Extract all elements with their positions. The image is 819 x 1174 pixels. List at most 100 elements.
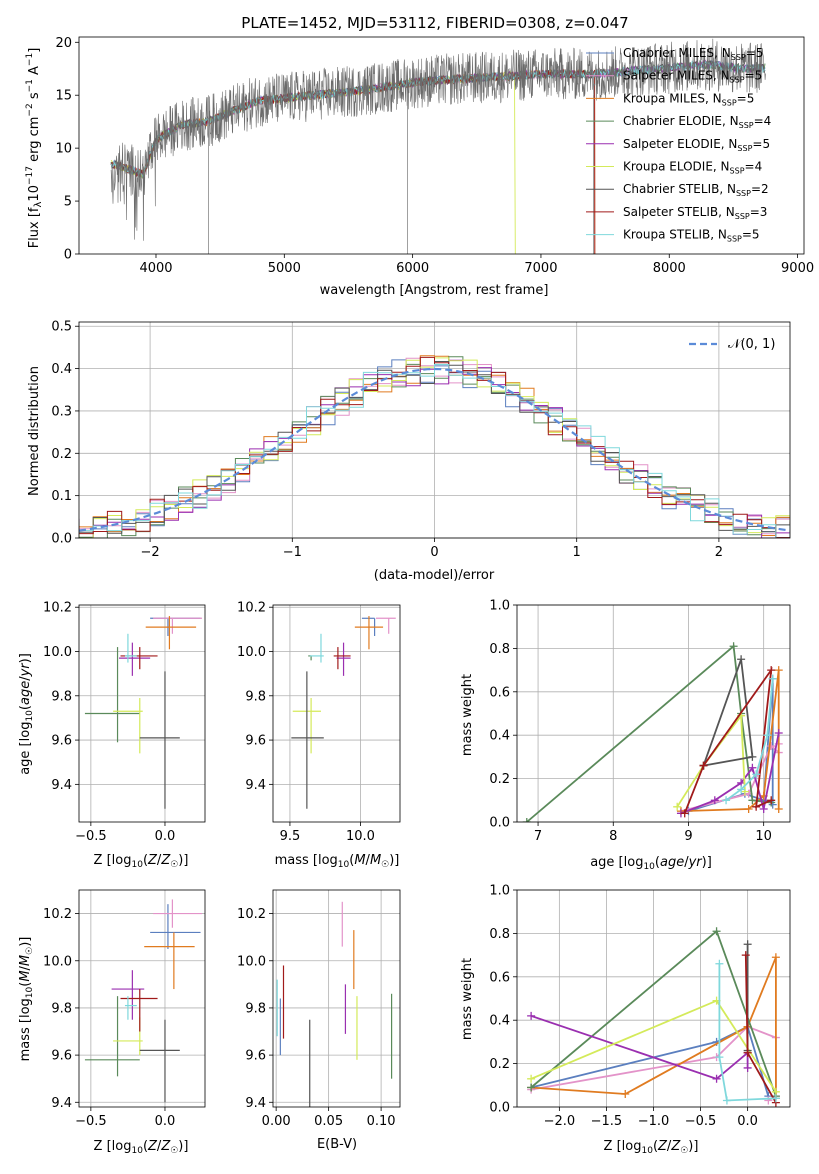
mass-weight-marker — [729, 642, 738, 651]
mass-weight-vs-age-frame — [516, 604, 791, 823]
mass-vs-EBV-x-tick-label: 0.05 — [314, 1114, 343, 1129]
mass-weight-vs-Z-xlabel: Z [log10(Z/Z☉)] — [604, 1139, 699, 1156]
age-vs-Z-plot-area — [84, 616, 203, 809]
residuals-x-tick-label: −1 — [283, 545, 302, 560]
spectrum-y-tick-label: 5 — [64, 195, 72, 210]
mass-weight-marker — [748, 763, 757, 772]
spectrum-x-tick-label: 4000 — [139, 261, 172, 276]
age-vs-Z-xlabel: Z [log10(Z/Z☉)] — [94, 853, 189, 870]
age-vs-mass-frame — [272, 604, 401, 823]
mass-weight-vs-Z-x-tick-label: −0.5 — [685, 1114, 717, 1129]
age-vs-Z-y-tick-label: 10.2 — [43, 601, 72, 616]
mass-weight-vs-age-panel: age [log10(age/yr)] mass weight — [460, 674, 712, 872]
mass-weight-line — [526, 644, 772, 822]
mass-vs-Z-xlabel: Z [log10(Z/Z☉)] — [94, 1139, 189, 1156]
mass-weight-vs-age-xlabel: age [log10(age/yr)] — [590, 855, 712, 872]
spectrum-y-tick-label: 10 — [55, 142, 72, 157]
residuals-y-tick-label: 0.1 — [51, 489, 72, 504]
mass-weight-marker — [748, 752, 757, 761]
age-vs-mass-x-tick-label: 10.0 — [346, 829, 375, 844]
age-vs-mass-y-tick-label: 9.4 — [245, 778, 266, 793]
age-vs-Z-ylabel: age [log10(age/yr)] — [18, 653, 35, 775]
mass-weight-line — [530, 1025, 770, 1097]
spectrum-model-line — [110, 68, 596, 254]
age-vs-Z-x-tick-label: 0.0 — [155, 829, 176, 844]
mass-weight-marker — [771, 953, 780, 962]
mass-weight-vs-Z-x-tick-label: −1.5 — [591, 1114, 623, 1129]
mass-weight-vs-Z-x-tick-label: −2.0 — [544, 1114, 576, 1129]
mass-weight-marker — [759, 804, 768, 813]
mass-weight-line — [744, 955, 777, 1104]
mass-weight-marker — [774, 666, 783, 675]
residuals-panel: (data-model)/error Normed distribution — [27, 366, 495, 583]
mass-weight-vs-Z-y-tick-label: 0.0 — [489, 1101, 510, 1116]
mass-weight-marker — [710, 796, 719, 805]
spectrum-legend: Chabrier MILES, NSSP=5 Salpeter MILES, NS… — [586, 46, 771, 244]
legend-entry: Salpeter MILES, NSSP=5 — [623, 69, 762, 85]
mass-vs-EBV-axes: 0.00 0.05 0.10 9.4 9.6 9.8 10.0 10.2 — [237, 889, 401, 1129]
mass-vs-EBV-y-tick-label: 10.0 — [237, 954, 266, 969]
gaussian-curve — [79, 367, 790, 532]
age-vs-Z-axes: −0.5 0.0 9.4 9.6 9.8 10.0 10.2 — [43, 601, 206, 844]
age-vs-mass-axes: 9.5 10.0 9.4 9.6 9.8 10.0 10.2 — [237, 601, 401, 844]
mass-weight-marker — [763, 731, 772, 740]
residual-histogram — [79, 364, 790, 538]
spectrum-y-tick-label: 0 — [64, 248, 72, 263]
age-vs-mass-panel: mass [log10(M/M☉)] — [275, 853, 400, 870]
mass-weight-vs-age-ylabel: mass weight — [460, 674, 475, 756]
mass-vs-EBV-y-tick-label: 9.4 — [245, 1096, 266, 1111]
mass-weight-line — [702, 658, 754, 767]
mass-vs-EBV-frame — [272, 889, 401, 1108]
spectrum-frame — [78, 36, 805, 255]
mass-weight-line — [676, 713, 746, 808]
mass-weight-marker — [767, 796, 776, 805]
age-vs-Z-y-tick-label: 9.8 — [51, 689, 72, 704]
mass-weight-marker — [680, 809, 689, 818]
residuals-xlabel: (data-model)/error — [374, 568, 495, 583]
mass-weight-vs-age-axes: 7 8 9 10 0.0 0.2 0.4 0.6 0.8 1.0 — [489, 599, 791, 844]
mass-vs-Z-y-tick-label: 9.4 — [51, 1096, 72, 1111]
mass-weight-vs-Z-x-tick-label: 0.0 — [737, 1114, 758, 1129]
mass-weight-vs-Z-y-tick-label: 0.6 — [489, 970, 510, 985]
age-vs-Z-y-tick-label: 9.6 — [51, 734, 72, 749]
residuals-x-tick-label: 1 — [573, 545, 581, 560]
mass-vs-Z-y-tick-label: 9.8 — [51, 1001, 72, 1016]
mass-vs-EBV-x-tick-label: 0.10 — [367, 1114, 396, 1129]
legend-entry: Kroupa ELODIE, NSSP=4 — [623, 160, 762, 176]
mass-weight-marker — [722, 796, 731, 805]
mass-vs-EBV-y-tick-label: 10.2 — [237, 907, 266, 922]
mass-vs-Z-panel: Z [log10(Z/Z☉)] mass [log10(M/M☉)] — [18, 937, 188, 1156]
mass-weight-marker — [715, 1053, 724, 1062]
spectrum-x-tick-label: 7000 — [524, 261, 557, 276]
spectrum-axes: 4000 5000 6000 7000 8000 9000 0 5 10 15 20 Chabrier… — [55, 36, 814, 276]
mass-weight-vs-Z-ylabel: mass weight — [460, 958, 475, 1040]
mass-weight-marker — [712, 927, 721, 936]
mass-vs-EBV-y-tick-label: 9.8 — [245, 1001, 266, 1016]
mass-weight-vs-age-y-tick-label: 0.8 — [489, 642, 510, 657]
mass-weight-line — [530, 1015, 749, 1080]
gaussian-legend-label: 𝒩(0, 1) — [728, 337, 775, 352]
mass-vs-EBV-xlabel: E(B-V) — [317, 1137, 357, 1152]
age-vs-mass-y-tick-label: 10.2 — [237, 601, 266, 616]
mass-weight-vs-age-x-tick-label: 9 — [684, 829, 692, 844]
residuals-x-tick-label: −2 — [141, 545, 160, 560]
mass-weight-marker — [752, 770, 761, 779]
mass-weight-vs-Z-plot-area — [527, 927, 780, 1107]
age-vs-Z-frame — [78, 604, 206, 823]
mass-weight-marker — [522, 818, 531, 822]
mass-weight-marker — [767, 666, 776, 675]
legend-entry: Chabrier STELIB, NSSP=2 — [623, 182, 769, 198]
spectrum-plot-area — [110, 38, 766, 254]
age-vs-mass-plot-area — [291, 616, 396, 809]
residuals-y-tick-label: 0.2 — [51, 447, 72, 462]
age-vs-mass-xlabel: mass [log10(M/M☉)] — [275, 853, 400, 870]
mass-weight-vs-age-y-tick-label: 0.2 — [489, 772, 510, 787]
mass-vs-EBV-y-tick-label: 9.6 — [245, 1049, 266, 1064]
age-vs-mass-x-tick-label: 9.5 — [280, 829, 301, 844]
mass-vs-Z-y-tick-label: 9.6 — [51, 1049, 72, 1064]
legend-entry: Chabrier ELODIE, NSSP=4 — [623, 114, 771, 130]
mass-weight-marker — [527, 1074, 536, 1083]
age-vs-Z-y-tick-label: 10.0 — [43, 645, 72, 660]
spectrum-x-tick-label: 6000 — [396, 261, 429, 276]
mass-weight-marker — [715, 959, 724, 968]
